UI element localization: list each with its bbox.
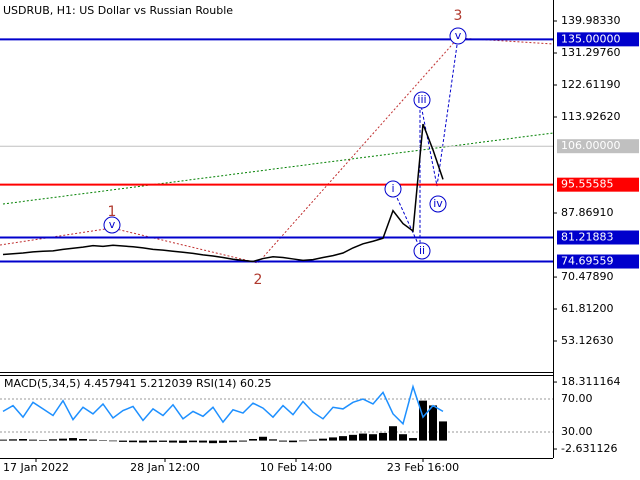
level-tag-label: 81.21883	[561, 230, 614, 243]
y-tick-label: 87.86910	[561, 206, 614, 219]
macd-bar	[169, 440, 177, 443]
level-tag	[557, 254, 639, 269]
macd-bar	[209, 440, 217, 444]
macd-bar	[369, 434, 377, 441]
wave-circle	[413, 91, 431, 109]
macd-bar	[419, 400, 427, 441]
chart-title: USDRUB, H1: US Dollar vs Russian Rouble	[3, 4, 233, 17]
macd-bar	[349, 434, 357, 441]
macd-bar	[309, 439, 317, 441]
macd-bar	[319, 438, 327, 441]
level-tag-label: 106.00000	[561, 139, 621, 152]
macd-bar	[329, 437, 337, 441]
wave-label: v	[109, 218, 116, 231]
wave-label: i	[391, 182, 394, 195]
wave-circle	[103, 216, 121, 234]
macd-bar	[409, 438, 417, 441]
macd-bar	[439, 421, 447, 441]
macd-bar	[119, 440, 127, 442]
y-tick-label: 53.12630	[561, 334, 614, 347]
macd-bar	[89, 439, 97, 441]
y-tick-label: 18.311164	[561, 375, 621, 388]
level-tag	[557, 139, 639, 154]
price-line	[2, 123, 444, 263]
macd-bar	[429, 405, 437, 441]
macd-bar	[269, 439, 277, 441]
macd-bar	[249, 439, 257, 441]
y-tick-label: 131.29760	[561, 46, 621, 59]
macd-bar	[239, 440, 247, 442]
macd-bar	[389, 426, 397, 441]
y-tick-label: -2.631126	[561, 442, 617, 455]
level-tag-label: 135.00000	[561, 32, 621, 45]
macd-bar	[339, 436, 347, 441]
level-tag-label: 74.69559	[561, 255, 614, 268]
macd-bar	[0, 439, 7, 441]
y2-tick-label: 70.00	[561, 392, 593, 405]
macd-bar	[29, 439, 37, 441]
wave-circle	[384, 180, 402, 198]
macd-bar	[179, 440, 187, 443]
wave-circle	[429, 195, 447, 213]
macd-bar	[279, 440, 287, 442]
macd-bar	[159, 440, 167, 442]
macd-bar	[149, 440, 157, 443]
macd-bar	[199, 440, 207, 443]
macd-bar	[359, 433, 367, 441]
x-tick-label: 28 Jan 12:00	[130, 461, 200, 474]
level-tag	[557, 230, 639, 245]
level-tag	[557, 177, 639, 192]
wave-label: 2	[254, 272, 263, 288]
wave-circle	[413, 242, 431, 260]
wave-label: v	[455, 29, 462, 42]
wave-label: 3	[454, 8, 463, 24]
y-tick-label: 61.81200	[561, 302, 614, 315]
macd-bar	[129, 440, 137, 443]
macd-bar	[99, 440, 107, 441]
trend-line	[2, 132, 554, 205]
x-tick-label: 10 Feb 14:00	[260, 461, 332, 474]
rsi-line	[2, 384, 444, 426]
wave-label: iv	[433, 197, 443, 210]
y-tick-label: 70.47890	[561, 270, 614, 283]
macd-bar	[69, 438, 77, 441]
y-tick-label: 113.92620	[561, 110, 621, 123]
wave-label: iii	[417, 93, 426, 106]
level-tag	[557, 32, 639, 47]
macd-bar	[9, 439, 17, 441]
macd-bar	[289, 440, 297, 443]
wave-circle	[449, 27, 467, 45]
indicator-label: MACD(5,34,5) 4.457941 5.212039 RSI(14) 6…	[4, 377, 271, 390]
macd-bar	[399, 434, 407, 441]
macd-bar	[379, 432, 387, 441]
y2-tick-label: 30.00	[561, 425, 593, 438]
macd-bar	[139, 440, 147, 443]
wave-label: 1	[108, 204, 117, 220]
wave-label: ii	[419, 244, 425, 257]
macd-bar	[59, 438, 67, 441]
macd-bar	[79, 439, 87, 441]
level-tag-label: 95.55585	[561, 178, 614, 191]
macd-bar	[229, 440, 237, 443]
macd-bar	[219, 440, 227, 443]
macd-bar	[109, 440, 117, 442]
x-tick-label: 23 Feb 16:00	[387, 461, 459, 474]
macd-bar	[19, 439, 27, 441]
macd-bar	[49, 439, 57, 441]
x-tick-label: 17 Jan 2022	[3, 461, 69, 474]
macd-bar	[189, 440, 197, 443]
y-tick-label: 122.61190	[561, 78, 621, 91]
macd-bar	[259, 436, 267, 441]
macd-bar	[299, 440, 307, 442]
y-tick-label: 139.98330	[561, 14, 621, 27]
macd-bar	[39, 439, 47, 441]
